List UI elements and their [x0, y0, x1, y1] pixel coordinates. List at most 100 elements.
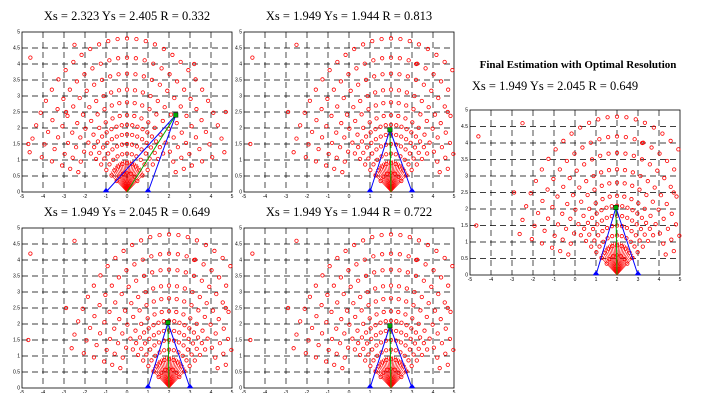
candidate-point	[324, 320, 329, 325]
candidate-point	[346, 268, 351, 273]
candidate-point	[662, 176, 667, 181]
candidate-point	[432, 112, 438, 117]
candidate-point	[182, 333, 187, 338]
candidate-point	[219, 136, 224, 141]
candidate-point	[202, 314, 207, 320]
candidate-point	[375, 157, 380, 162]
fan-ray	[121, 161, 128, 193]
candidate-point	[175, 252, 180, 257]
x-tick-label: 2	[390, 390, 393, 393]
x-tick-label: 0	[574, 277, 577, 283]
candidate-point	[371, 358, 376, 363]
x-tick-label: 4	[210, 194, 213, 200]
candidate-point	[435, 135, 440, 140]
candidate-point	[191, 330, 196, 335]
candidate-point	[442, 300, 447, 305]
x-tick-label: 1	[595, 277, 598, 283]
x-tick-label: -5	[20, 390, 25, 393]
fan-ray	[126, 164, 138, 193]
candidate-point	[207, 284, 212, 289]
candidate-point	[104, 130, 109, 135]
candidate-point	[171, 159, 176, 164]
candidate-point	[203, 242, 208, 248]
candidate-point	[329, 309, 334, 314]
candidate-point	[566, 252, 571, 257]
candidate-point	[388, 36, 394, 41]
candidate-point	[618, 254, 624, 259]
candidate-point	[676, 147, 681, 152]
candidate-point	[371, 58, 376, 63]
candidate-point	[158, 360, 163, 365]
candidate-point	[155, 98, 160, 104]
candidate-point	[397, 360, 402, 365]
candidate-point	[147, 107, 152, 112]
candidate-point	[34, 123, 39, 128]
candidate-point	[362, 61, 367, 66]
candidate-point	[628, 239, 633, 244]
candidate-point	[94, 342, 99, 348]
candidate-point	[213, 355, 218, 360]
y-tick-label: 2	[17, 322, 20, 328]
candidate-point	[116, 275, 121, 280]
candidate-point	[599, 218, 604, 223]
x-tick-label: -1	[104, 390, 109, 393]
candidate-point	[434, 52, 439, 57]
candidate-point	[352, 151, 357, 156]
x-tick-label: -2	[83, 390, 88, 393]
candidate-point	[625, 205, 630, 210]
fan-ray	[383, 161, 392, 193]
candidate-point	[532, 223, 537, 228]
x-tick-label: -1	[104, 194, 109, 200]
candidate-point	[388, 71, 394, 76]
candidate-point	[84, 338, 89, 343]
candidate-point	[383, 319, 388, 324]
fan-ray	[390, 164, 402, 193]
candidate-point	[373, 323, 378, 328]
candidate-point	[220, 300, 225, 305]
candidate-point	[520, 217, 525, 222]
candidate-point	[582, 226, 587, 231]
candidate-point	[572, 151, 577, 156]
candidate-point	[335, 59, 340, 65]
candidate-point	[414, 61, 419, 67]
candidate-point	[192, 61, 197, 67]
candidate-point	[630, 208, 635, 213]
candidate-point	[366, 156, 371, 161]
x-tick-label: -3	[284, 194, 289, 200]
candidate-point	[394, 132, 399, 138]
candidate-point	[306, 142, 311, 147]
candidate-point	[661, 216, 666, 221]
candidate-point	[189, 124, 194, 129]
candidate-point	[185, 347, 190, 352]
candidate-point	[381, 174, 386, 179]
candidate-point	[403, 312, 408, 317]
candidate-point	[354, 262, 359, 267]
candidate-point	[80, 112, 86, 117]
x-tick-label: -4	[41, 194, 46, 200]
candidate-point	[555, 194, 560, 199]
candidate-point	[165, 88, 170, 93]
candidate-point	[152, 343, 157, 348]
candidate-point	[623, 135, 628, 140]
candidate-point	[398, 144, 404, 149]
candidate-point	[146, 120, 151, 125]
candidate-point	[207, 142, 212, 147]
candidate-point	[208, 322, 213, 327]
y-tick-label: 3.5	[235, 274, 242, 280]
candidate-point	[373, 103, 378, 108]
candidate-point	[564, 158, 569, 164]
candidate-point	[573, 207, 578, 212]
candidate-point	[114, 124, 119, 129]
candidate-point	[171, 348, 176, 353]
y-tick-label: 1.5	[461, 223, 468, 229]
candidate-point	[614, 180, 620, 185]
candidate-point	[193, 135, 199, 140]
candidate-point	[624, 115, 629, 120]
candidate-point	[604, 205, 609, 210]
candidate-point	[592, 238, 597, 243]
candidate-point	[396, 370, 401, 375]
candidate-point	[170, 367, 176, 372]
candidate-point	[157, 145, 162, 150]
candidate-point	[356, 278, 361, 283]
fan-ray	[616, 243, 625, 276]
